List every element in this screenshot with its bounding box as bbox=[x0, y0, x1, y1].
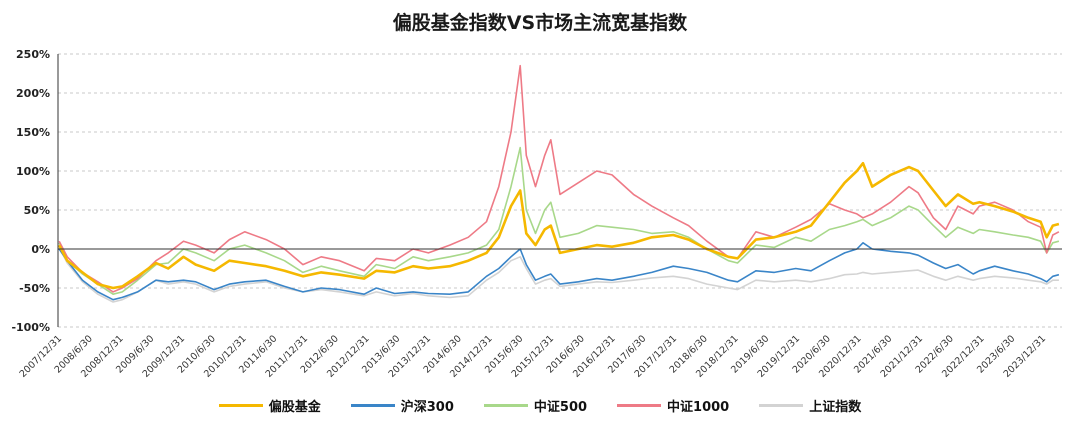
legend-item: 偏股基金 bbox=[218, 396, 321, 415]
series-line-4 bbox=[58, 247, 1059, 303]
legend-label: 中证500 bbox=[533, 400, 588, 415]
legend-swatch bbox=[483, 404, 528, 407]
series-lines bbox=[58, 64, 1060, 303]
chart-title: 偏股基金指数VS市场主流宽基指数 bbox=[392, 12, 688, 34]
legend: 偏股基金 沪深300 中证500 中证1000 上证指数 bbox=[0, 396, 1080, 415]
y-tick-label: 250% bbox=[16, 48, 50, 61]
y-tick-label: 200% bbox=[16, 87, 50, 100]
series-line-0 bbox=[58, 161, 1060, 290]
series-line-1 bbox=[58, 242, 1060, 301]
y-tick-label: 50% bbox=[24, 204, 50, 217]
y-tick-label: 0% bbox=[31, 243, 50, 256]
legend-item: 上证指数 bbox=[759, 396, 861, 415]
legend-label: 沪深300 bbox=[400, 400, 454, 415]
legend-item: 沪深300 bbox=[350, 396, 454, 415]
legend-label: 上证指数 bbox=[809, 400, 862, 415]
x-axis-ticks: 2007/12/312008/6/302008/12/312009/6/3020… bbox=[18, 333, 1049, 380]
legend-label: 中证1000 bbox=[667, 400, 730, 415]
legend-swatch bbox=[759, 404, 804, 407]
series-line-2 bbox=[58, 146, 1060, 295]
y-tick-label: -50% bbox=[19, 282, 50, 295]
gridlines bbox=[58, 53, 1062, 328]
series-line-3 bbox=[58, 64, 1060, 293]
legend-swatch bbox=[218, 404, 263, 407]
legend-swatch bbox=[350, 404, 395, 407]
y-tick-label: 100% bbox=[16, 165, 50, 178]
legend-item: 中证500 bbox=[483, 396, 588, 415]
axes bbox=[57, 54, 1062, 327]
legend-item: 中证1000 bbox=[617, 396, 729, 415]
legend-label: 偏股基金 bbox=[268, 400, 321, 415]
legend-swatch bbox=[617, 404, 662, 407]
y-tick-label: 150% bbox=[16, 126, 50, 139]
y-axis-ticks: 250% 200% 150% 100% 50% 0% -50% -100% bbox=[11, 48, 50, 334]
y-tick-label: -100% bbox=[11, 321, 50, 334]
